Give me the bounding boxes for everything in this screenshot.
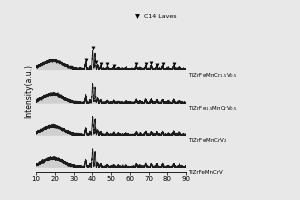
Text: TiZrFeMnCrV: TiZrFeMnCrV (188, 170, 223, 175)
Text: TiZrFeMnCr$_{1.5}$V$_{0.5}$: TiZrFeMnCr$_{1.5}$V$_{0.5}$ (188, 71, 238, 80)
Text: TiZrFe$_{1.5}$MnCrV$_{0.5}$: TiZrFe$_{1.5}$MnCrV$_{0.5}$ (188, 104, 238, 113)
Y-axis label: Intensity(a.u.): Intensity(a.u.) (24, 64, 33, 118)
Text: C14 Laves: C14 Laves (144, 14, 176, 19)
Text: TiZrFeMnCrV$_2$: TiZrFeMnCrV$_2$ (188, 136, 228, 145)
